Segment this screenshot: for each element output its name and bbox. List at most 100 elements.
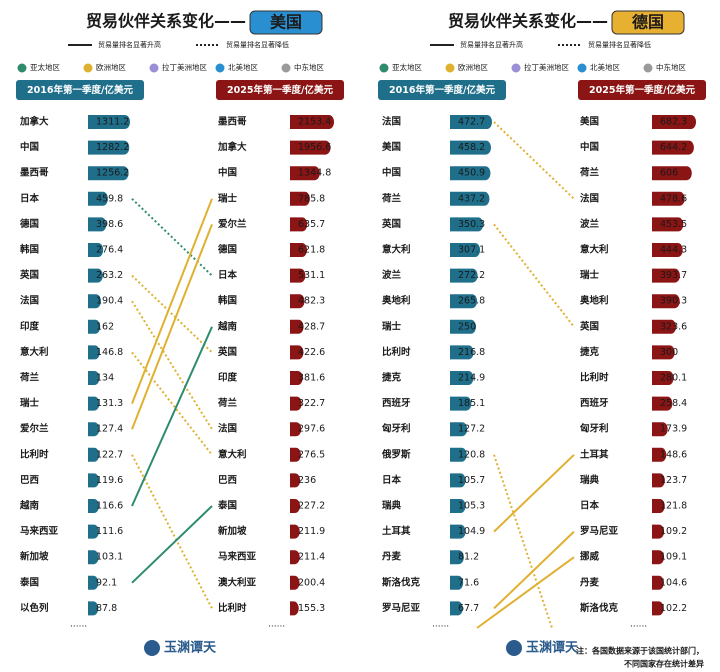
brand-icon [506,640,522,656]
title-highlight: 美国 [270,13,302,32]
value-label: 644.2 [660,142,687,153]
value-label: 381.6 [298,373,325,384]
country-name: 日本 [20,192,40,204]
bar [88,447,100,462]
bar [290,243,307,257]
country-name: 波兰 [382,269,402,281]
country-name: 英国 [218,346,237,358]
value-label: 307.1 [458,245,485,256]
country-name: 日本 [382,474,402,486]
legend-label: 贸易量排名显著降低 [588,40,651,49]
country-name: 比利时 [20,448,49,460]
country-name: 英国 [382,218,401,230]
value-label: 120.8 [458,449,485,460]
country-name: 意大利 [218,448,247,460]
region-label: 拉丁美洲地区 [524,62,569,72]
bar [290,575,300,590]
bar [88,422,100,437]
title-highlight: 德国 [632,13,664,32]
bar [450,575,464,590]
value-label: 322.7 [298,398,325,409]
value-label: 450.9 [458,168,485,179]
region-swatch [445,63,455,73]
country-name: 英国 [580,320,599,332]
region-label: 欧洲地区 [96,62,126,72]
bar [652,294,680,309]
right-header-box [578,80,706,100]
region-label: 亚太地区 [392,62,422,72]
value-label: 531.1 [298,270,325,281]
bar [88,140,130,155]
country-name: 越南 [19,500,40,512]
bar [450,473,466,488]
bar [450,319,476,334]
left-header-box [16,80,144,100]
bar [290,499,301,513]
region-label: 欧洲地区 [458,62,488,72]
country-name: 荷兰 [19,372,40,384]
value-label: 104.9 [458,526,485,537]
bar [652,115,696,129]
country-name: 法国 [382,116,401,128]
country-name: 罗马尼亚 [580,526,619,537]
value-label: 92.1 [96,577,117,588]
bar [290,294,305,309]
country-name: 荷兰 [381,192,402,204]
bar [652,524,665,539]
country-name: 韩国 [218,295,237,307]
right-header: 2025年第一季度/亿美元 [589,84,695,96]
value-label: 109.1 [660,552,687,563]
country-name: 法国 [580,192,599,204]
country-name: 荷兰 [217,397,238,409]
value-label: 478.6 [660,193,687,204]
value-label: 276.4 [96,245,123,256]
country-name: 西班牙 [382,397,411,409]
bar [450,447,467,462]
bar [88,473,100,488]
region-swatch [577,63,587,73]
rank-change-line [131,454,213,609]
value-label: 482.3 [298,296,325,307]
bar [290,524,300,539]
value-label: 211.4 [298,552,325,563]
rank-change-line [131,224,213,430]
value-label: 280.1 [660,373,687,384]
bar [450,550,464,565]
value-label: 105.7 [458,475,485,486]
value-label: 390.3 [660,296,687,307]
bar [290,550,300,565]
country-name: 德国 [20,218,39,230]
value-label: 300 [660,347,678,358]
bar [652,550,665,565]
title-highlight-box [249,10,323,35]
region-label: 北美地区 [228,62,258,72]
bar [652,268,680,283]
bar [88,294,101,309]
value-label: 1282.2 [96,142,129,153]
bar [290,473,301,488]
bar [450,268,478,283]
bar [88,217,107,232]
country-name: 加拿大 [19,116,49,128]
country-name: 比利时 [218,602,247,614]
value-label: 682.3 [660,117,687,128]
value-label: 323.6 [660,321,687,332]
country-name: 意大利 [382,244,411,256]
country-name: 巴西 [218,475,238,486]
value-label: 71.6 [458,577,479,588]
value-label: 606 [660,168,678,179]
rank-change-line [131,326,213,507]
country-name: 马来西亚 [218,551,257,563]
value-label: 116.6 [96,501,123,512]
bar [290,422,302,437]
value-label: 453.5 [660,219,687,230]
rank-change-line [131,274,213,354]
bar [450,191,490,206]
value-label: 109.2 [660,526,687,537]
value-label: 236 [298,475,316,486]
legend-label: 贸易量排名显著升高 [98,40,161,49]
bar [290,115,334,129]
country-name: 比利时 [580,372,609,384]
bar [450,243,481,257]
value-label: 1956.6 [298,142,331,153]
